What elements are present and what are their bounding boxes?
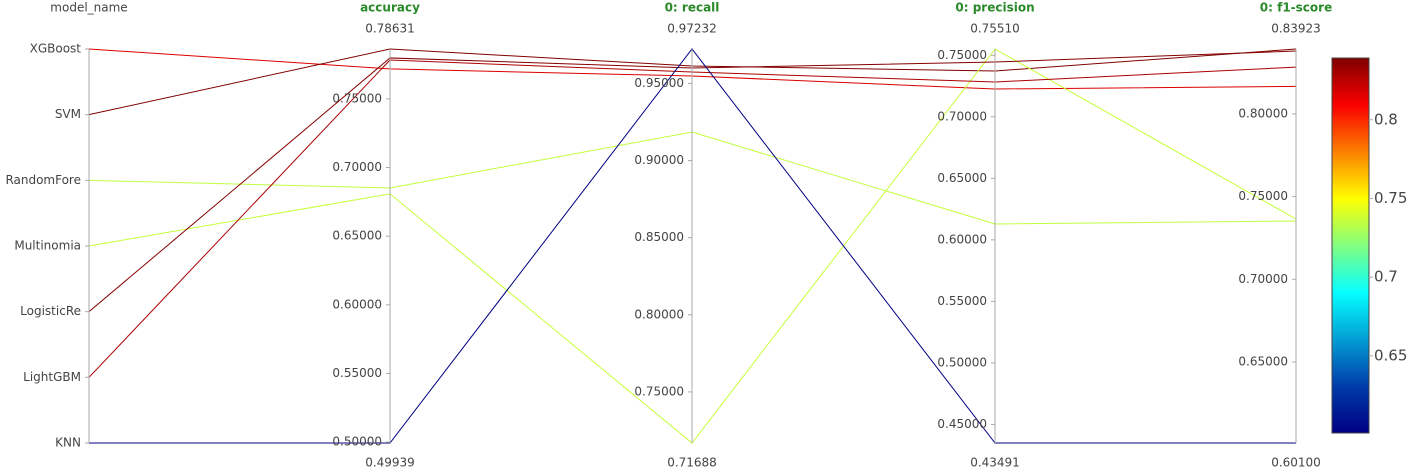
tick-label: 0.70000 (937, 109, 987, 123)
tick-label: 0.85000 (634, 230, 684, 244)
tick-label: 0.65000 (332, 229, 382, 243)
axis-title: accuracy (360, 1, 420, 15)
tick-label: 0.50000 (937, 355, 987, 369)
category-label: SVM (55, 107, 81, 121)
tick-label: 0.80000 (634, 307, 684, 321)
axis-max: 0.83923 (1271, 22, 1321, 36)
category-label: LogisticRe (20, 304, 81, 318)
axis-min: 0.49939 (365, 456, 415, 470)
category-label: KNN (55, 436, 81, 450)
category-label: LightGBM (23, 370, 81, 384)
tick-label: 0.50000 (332, 435, 382, 449)
tick-label: 0.75000 (634, 384, 684, 398)
axis-min: 0.71688 (667, 456, 717, 470)
axis-min: 0.60100 (1271, 456, 1321, 470)
colorbar-tick-label: 0.8 (1374, 110, 1398, 128)
tick-label: 0.75000 (937, 48, 987, 62)
tick-label: 0.70000 (1238, 272, 1288, 286)
tick-label: 0.90000 (634, 153, 684, 167)
axis-max: 0.97232 (667, 22, 717, 36)
tick-label: 0.75000 (332, 91, 382, 105)
axis-title: 0: f1-score (1260, 1, 1332, 15)
tick-label: 0.65000 (937, 171, 987, 185)
tick-label: 0.60000 (332, 297, 382, 311)
axis-title: model_name (50, 1, 127, 15)
tick-label: 0.60000 (937, 232, 987, 246)
colorbar (1331, 57, 1370, 434)
colorbar-tick-label: 0.65 (1374, 346, 1407, 364)
category-label: RandomFore (5, 173, 81, 187)
axis-title: 0: recall (665, 1, 720, 15)
tick-label: 0.45000 (937, 417, 987, 431)
tick-label: 0.75000 (1238, 189, 1288, 203)
colorbar-tick-label: 0.7 (1374, 268, 1398, 286)
axis-max: 0.75510 (970, 22, 1020, 36)
axis-max: 0.78631 (365, 22, 415, 36)
tick-label: 0.65000 (1238, 354, 1288, 368)
category-label: XGBoost (30, 42, 82, 56)
category-label: Multinomia (14, 239, 81, 253)
tick-label: 0.55000 (937, 294, 987, 308)
colorbar-tick-label: 0.75 (1374, 189, 1407, 207)
tick-label: 0.95000 (634, 76, 684, 90)
axis-min: 0.43491 (970, 456, 1020, 470)
axes: model_name XGBoost SVM RandomFore Multinomia… (5, 1, 1332, 470)
tick-label: 0.55000 (332, 366, 382, 380)
axis-title: 0: precision (955, 1, 1034, 15)
tick-label: 0.70000 (332, 160, 382, 174)
tick-label: 0.80000 (1238, 106, 1288, 120)
